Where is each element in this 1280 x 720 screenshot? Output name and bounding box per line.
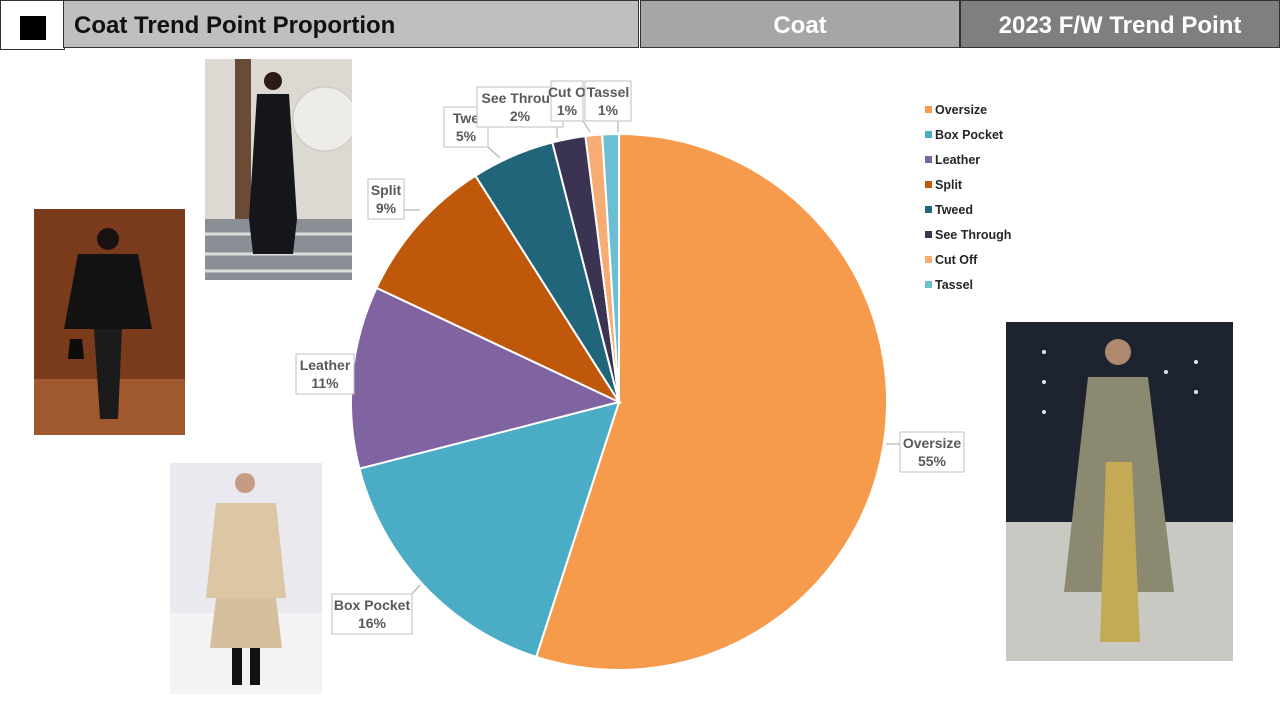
- legend: Oversize Box Pocket Leather Split Tweed See T…: [925, 103, 1011, 292]
- data-label-value: 2%: [510, 108, 531, 124]
- page-title: Coat Trend Point Proportion: [63, 0, 639, 48]
- data-label-oversize: Oversize 55%: [886, 431, 965, 473]
- data-label-box: [476, 86, 564, 128]
- legend-swatch: [925, 281, 932, 288]
- data-label-name: Twe: [453, 110, 479, 126]
- legend-swatch: [925, 256, 932, 263]
- pie-slice-oversize: [534, 132, 888, 671]
- photo-figure-leather: [34, 209, 185, 435]
- data-label-value: 9%: [376, 200, 397, 216]
- pie-slice-split: [375, 174, 622, 405]
- header-marker-cell: [0, 0, 65, 50]
- legend-item-leather: Leather: [925, 153, 980, 167]
- data-label-box: [295, 353, 355, 395]
- legend-swatch: [925, 106, 932, 113]
- data-label-value: 55%: [918, 453, 947, 469]
- runway-photo-long-black-coat: [205, 59, 352, 280]
- data-label-split: Split 9%: [367, 178, 420, 220]
- data-label-see-through: See Throug 2%: [476, 86, 564, 138]
- legend-swatch: [925, 156, 932, 163]
- data-label-name: Split: [371, 182, 402, 198]
- legend-item-cut-off: Cut Off: [925, 253, 978, 267]
- season-label: 2023 F/W Trend Point: [960, 0, 1280, 48]
- legend-label: Leather: [935, 153, 980, 167]
- data-label-tassel: Tassel 1%: [584, 80, 632, 132]
- data-label-cut-off: Cut O 1%: [548, 80, 591, 133]
- pie-slice-box-pocket: [358, 400, 621, 659]
- legend-item-box-pocket: Box Pocket: [925, 128, 1004, 142]
- legend-label: Split: [935, 178, 963, 192]
- legend-swatch: [925, 206, 932, 213]
- data-label-box-pocket: Box Pocket 16%: [331, 584, 421, 635]
- legend-label: See Through: [935, 228, 1011, 242]
- runway-photo-beige-oversize: [170, 463, 322, 694]
- photo-figure-beige: [170, 463, 322, 694]
- data-label-name: See Throug: [481, 90, 558, 106]
- legend-item-oversize: Oversize: [925, 103, 987, 117]
- data-label-value: 11%: [311, 375, 339, 391]
- legend-swatch: [925, 181, 932, 188]
- legend-swatch: [925, 231, 932, 238]
- legend-item-split: Split: [925, 178, 963, 192]
- legend-item-tassel: Tassel: [925, 278, 973, 292]
- runway-photo-olive-long-coat: [1006, 322, 1233, 661]
- data-label-name: Box Pocket: [334, 597, 411, 613]
- data-label-value: 16%: [358, 615, 387, 631]
- data-label-leather: Leather 11%: [295, 353, 355, 395]
- data-label-box: [899, 431, 965, 473]
- data-label-value: 5%: [456, 128, 477, 144]
- data-label-box: [367, 178, 405, 220]
- data-label-box: [331, 593, 413, 635]
- pie-slices: [350, 132, 888, 671]
- legend-label: Box Pocket: [935, 128, 1004, 142]
- data-label-box: [550, 80, 584, 122]
- legend-item-see-through: See Through: [925, 228, 1011, 242]
- data-label-value: 1%: [598, 102, 619, 118]
- leader-line: [582, 120, 591, 133]
- photo-figure-olive: [1006, 322, 1233, 661]
- data-label-box: [584, 80, 632, 122]
- data-label-value: 1%: [557, 102, 578, 118]
- data-label-name: Oversize: [903, 435, 962, 451]
- pie-slice-tassel: [601, 132, 620, 403]
- leader-line: [487, 146, 501, 159]
- leader-line: [411, 584, 421, 595]
- legend-label: Tweed: [935, 203, 973, 217]
- header-square-icon: [20, 16, 46, 40]
- category-label: Coat: [640, 0, 960, 48]
- data-label-name: Tassel: [587, 84, 630, 100]
- photo-figure-black-coat: [205, 59, 352, 280]
- legend-label: Cut Off: [935, 253, 978, 267]
- legend-label: Tassel: [935, 278, 973, 292]
- data-labels: Oversize 55% Box Pocket 16% Leather 11% Split 9…: [295, 80, 965, 635]
- legend-label: Oversize: [935, 103, 987, 117]
- data-label-name: Leather: [300, 357, 351, 373]
- legend-item-tweed: Tweed: [925, 203, 973, 217]
- data-label-name: Cut O: [548, 84, 586, 100]
- runway-photo-leather-cape: [34, 209, 185, 435]
- header-bar: Coat Trend Point Proportion Coat 2023 F/…: [0, 0, 1280, 50]
- legend-swatch: [925, 131, 932, 138]
